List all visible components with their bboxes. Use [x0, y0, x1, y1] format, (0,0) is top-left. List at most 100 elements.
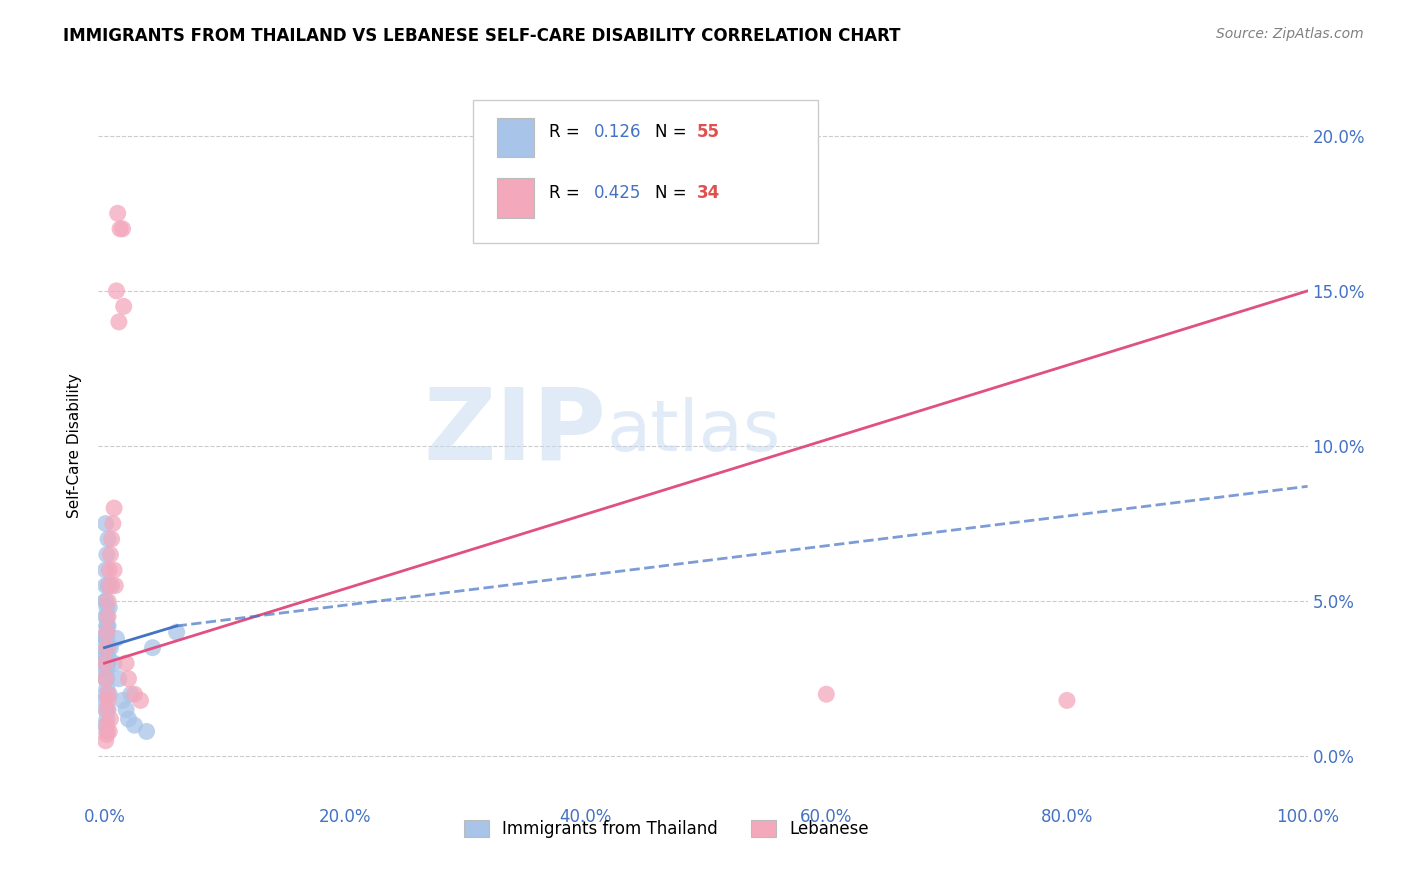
Point [96, 625, 118, 640]
Text: 0.126: 0.126 [595, 123, 641, 141]
Point [98, 579, 121, 593]
Point [100, 532, 122, 546]
Text: ZIP: ZIP [423, 384, 606, 480]
FancyBboxPatch shape [498, 118, 534, 157]
FancyBboxPatch shape [474, 100, 818, 243]
Point [135, 724, 157, 739]
Point [142, 640, 165, 655]
Point [96, 727, 118, 741]
Text: 0.425: 0.425 [595, 184, 641, 202]
Point [96, 640, 118, 655]
Point [94, 594, 117, 608]
Point [100, 579, 122, 593]
Point [97, 703, 120, 717]
Point [97, 650, 120, 665]
Point [103, 501, 125, 516]
Point [97, 656, 120, 670]
Point [129, 693, 152, 707]
Point [94, 656, 117, 670]
FancyBboxPatch shape [498, 178, 534, 218]
Point [166, 625, 188, 640]
Text: Source: ZipAtlas.com: Source: ZipAtlas.com [1216, 27, 1364, 41]
Point [94, 647, 117, 661]
Text: N =: N = [655, 184, 692, 202]
Text: atlas: atlas [606, 397, 780, 467]
Point [124, 718, 146, 732]
Point [96, 548, 118, 562]
Point [108, 672, 131, 686]
Point [94, 718, 117, 732]
Point [98, 563, 121, 577]
Point [120, 687, 142, 701]
Text: 34: 34 [697, 184, 720, 202]
Text: R =: R = [550, 123, 585, 141]
Point [98, 600, 121, 615]
Point [94, 662, 117, 676]
Point [100, 712, 122, 726]
Point [96, 600, 118, 615]
Point [97, 532, 120, 546]
Point [98, 687, 121, 701]
Point [94, 650, 117, 665]
Point [100, 548, 122, 562]
Point [94, 516, 117, 531]
Point [94, 563, 117, 577]
Point [111, 222, 134, 236]
Point [96, 619, 118, 633]
Point [117, 672, 139, 686]
Point [97, 609, 120, 624]
Point [1056, 693, 1078, 707]
Text: N =: N = [655, 123, 692, 141]
Point [96, 640, 118, 655]
Point [115, 703, 138, 717]
Point [97, 594, 120, 608]
Point [104, 579, 127, 593]
Point [112, 299, 135, 313]
Legend: Immigrants from Thailand, Lebanese: Immigrants from Thailand, Lebanese [457, 813, 876, 845]
Point [96, 625, 118, 640]
Point [96, 632, 118, 646]
Point [94, 632, 117, 646]
Point [94, 656, 117, 670]
Point [108, 315, 131, 329]
Point [105, 632, 128, 646]
Point [96, 656, 118, 670]
Point [96, 718, 118, 732]
Point [96, 724, 118, 739]
Point [97, 693, 120, 707]
Point [94, 672, 117, 686]
Point [97, 640, 120, 655]
Text: IMMIGRANTS FROM THAILAND VS LEBANESE SELF-CARE DISABILITY CORRELATION CHART: IMMIGRANTS FROM THAILAND VS LEBANESE SEL… [63, 27, 901, 45]
Point [96, 703, 118, 717]
Point [97, 619, 120, 633]
Point [94, 672, 117, 686]
Point [97, 687, 120, 701]
Text: R =: R = [550, 184, 585, 202]
Point [97, 579, 120, 593]
Point [103, 563, 125, 577]
Point [124, 687, 146, 701]
Point [94, 733, 117, 747]
Point [94, 632, 117, 646]
Point [94, 640, 117, 655]
Point [107, 206, 129, 220]
Point [96, 625, 118, 640]
Text: 55: 55 [697, 123, 720, 141]
Point [94, 687, 117, 701]
Point [96, 609, 118, 624]
Point [96, 712, 118, 726]
Y-axis label: Self-Care Disability: Self-Care Disability [67, 374, 83, 518]
Point [96, 619, 118, 633]
Point [105, 284, 128, 298]
Point [94, 594, 117, 608]
Point [94, 703, 117, 717]
Point [111, 693, 134, 707]
Point [94, 609, 117, 624]
Point [115, 656, 138, 670]
Point [98, 724, 121, 739]
Point [815, 687, 838, 701]
Point [94, 693, 117, 707]
Point [96, 672, 118, 686]
Point [103, 656, 125, 670]
Point [108, 222, 131, 236]
